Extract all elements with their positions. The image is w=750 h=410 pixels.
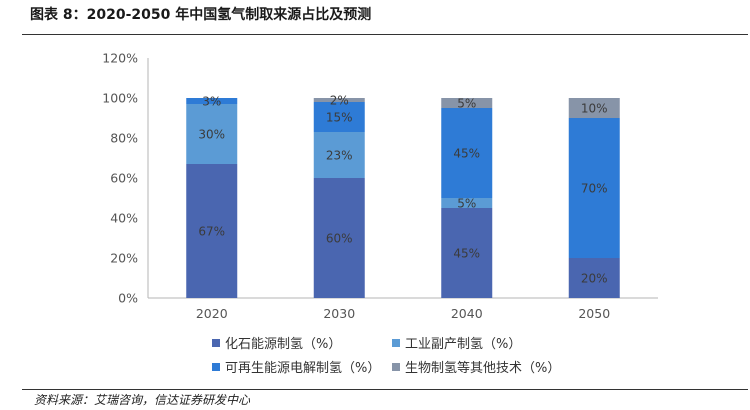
data-label: 60% <box>326 232 353 246</box>
figure-title: 图表 8：2020-2050 年中国氢气制取来源占比及预测 <box>30 7 372 23</box>
legend-label: 化石能源制氢（%） <box>225 337 341 352</box>
bar-segment <box>568 118 620 258</box>
data-label: 20% <box>581 272 608 286</box>
y-tick-label: 120% <box>102 51 138 66</box>
legend-swatch <box>392 339 400 347</box>
source-note: 资料来源：艾瑞咨询，信达证券研发中心 <box>34 393 251 407</box>
data-label: 3% <box>202 95 221 109</box>
data-label: 2% <box>330 94 349 108</box>
legend-swatch <box>212 363 220 371</box>
legend: 化石能源制氢（%） 工业副产制氢（%） 可再生能源电解制氢（%） 生物制氢等其他技术（… <box>212 337 560 376</box>
legend-label: 可再生能源电解制氢（%） <box>225 361 380 376</box>
bar-segment <box>568 258 620 298</box>
bar-segment <box>313 132 365 178</box>
legend-label: 工业副产制氢（%） <box>405 337 521 352</box>
data-label: 5% <box>457 197 476 211</box>
data-label: 15% <box>326 111 353 125</box>
legend-swatch <box>392 363 400 371</box>
bar-segment <box>568 98 620 118</box>
legend-swatch <box>212 339 220 347</box>
x-tick-label: 2040 <box>451 306 483 321</box>
bar-segment <box>313 98 365 102</box>
bar-segment <box>313 102 365 132</box>
data-label: 45% <box>453 147 480 161</box>
data-label: 67% <box>198 225 225 239</box>
y-tick-label: 80% <box>110 131 138 146</box>
data-label: 45% <box>453 247 480 261</box>
y-tick-label: 60% <box>110 171 138 186</box>
y-tick-label: 100% <box>102 91 138 106</box>
bar-segment <box>186 104 238 164</box>
x-tick-label: 2030 <box>323 306 355 321</box>
data-label: 70% <box>581 182 608 196</box>
y-tick-label: 20% <box>110 251 138 266</box>
x-axis: 2020 2030 2040 2050 <box>148 297 658 321</box>
bar-segment <box>441 98 493 108</box>
data-label: 30% <box>198 128 225 142</box>
bar-segment <box>441 198 493 208</box>
data-label: 23% <box>326 149 353 163</box>
title-rule <box>22 34 748 35</box>
data-label: 5% <box>457 97 476 111</box>
data-label: 10% <box>581 102 608 116</box>
x-tick-label: 2050 <box>578 306 610 321</box>
legend-label: 生物制氢等其他技术（%） <box>405 360 560 376</box>
bar-segment <box>313 178 365 298</box>
bar-segment <box>186 164 238 298</box>
x-tick-label: 2020 <box>196 306 228 321</box>
bars: 67% 30% 3% 60% 23% 15% 2% 45% 5% 45% 5% 20% 70% 10% <box>186 94 620 298</box>
source-rule <box>22 389 748 390</box>
y-tick-label: 0% <box>118 291 138 306</box>
bar-segment <box>441 108 493 198</box>
bar-segment <box>186 98 238 104</box>
y-axis: 0% 20% 40% 60% 80% 100% 120% <box>102 51 149 306</box>
bar-segment <box>441 208 493 298</box>
y-tick-label: 40% <box>110 211 138 226</box>
